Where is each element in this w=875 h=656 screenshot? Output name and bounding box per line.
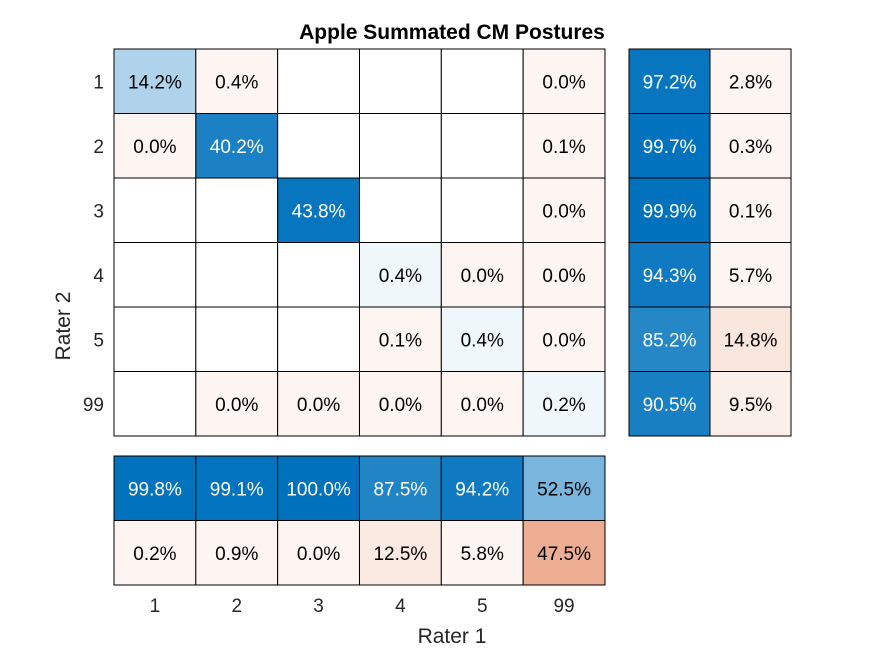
y-tick-label: 3 bbox=[93, 201, 104, 222]
matrix-cell-r3-c99-label: 0.0% bbox=[542, 201, 585, 222]
x-tick-label: 1 bbox=[150, 596, 161, 617]
matrix-cell-r2-c1-label: 0.0% bbox=[133, 137, 176, 158]
matrix-cell-r99-c3-label: 0.0% bbox=[297, 395, 340, 416]
column-summary-cell-c99-correct-label: 52.5% bbox=[537, 479, 591, 500]
matrix-cell-r99-c5-label: 0.0% bbox=[461, 395, 504, 416]
row-summary-cell-r99-incorrect-label: 9.5% bbox=[729, 395, 772, 416]
column-summary-cell-c1-incorrect-label: 0.2% bbox=[133, 544, 176, 565]
matrix-cell-r3-c1 bbox=[114, 178, 196, 243]
matrix-cell-r1-c4 bbox=[359, 49, 441, 114]
x-tick-label: 4 bbox=[395, 596, 406, 617]
column-summary-cell-c3-incorrect-label: 0.0% bbox=[297, 544, 340, 565]
x-axis-ticks: 1 2 3 4 5 99 bbox=[150, 596, 575, 617]
matrix-cell-r2-c4 bbox=[359, 114, 441, 179]
matrix-cell-r5-c1 bbox=[114, 307, 196, 372]
row-summary-cell-r3-incorrect-label: 0.1% bbox=[729, 201, 772, 222]
row-summary-cell-r4-incorrect-label: 5.7% bbox=[729, 266, 772, 287]
matrix-cell-r1-c3 bbox=[278, 49, 360, 114]
matrix-cell-r5-c3 bbox=[278, 307, 360, 372]
matrix-cell-r1-c5 bbox=[441, 49, 523, 114]
matrix-cell-r5-c99-label: 0.0% bbox=[542, 330, 585, 351]
matrix-cell-r99-c99-label: 0.2% bbox=[542, 395, 585, 416]
matrix-cell-r99-c2-label: 0.0% bbox=[215, 395, 258, 416]
matrix-cell-r2-c3 bbox=[278, 114, 360, 179]
y-axis-label: Rater 2 bbox=[52, 292, 75, 361]
matrix-cell-r4-c2 bbox=[196, 243, 278, 308]
matrix-cell-r5-c2 bbox=[196, 307, 278, 372]
matrix-cell-r4-c99-label: 0.0% bbox=[542, 266, 585, 287]
column-summary-cell-c5-correct-label: 94.2% bbox=[455, 479, 509, 500]
column-summary-cell-c3-correct-label: 100.0% bbox=[286, 479, 351, 500]
matrix-cell-r4-c3 bbox=[278, 243, 360, 308]
column-summary-cell-c99-incorrect-label: 47.5% bbox=[537, 544, 591, 565]
matrix-cell-r4-c5-label: 0.0% bbox=[461, 266, 504, 287]
y-tick-label: 5 bbox=[93, 330, 104, 351]
matrix-cell-r3-c2 bbox=[196, 178, 278, 243]
matrix-cell-r99-c4-label: 0.0% bbox=[379, 395, 422, 416]
row-summary-cell-r5-correct-label: 85.2% bbox=[643, 330, 697, 351]
column-summary: 99.8% 99.1% 100.0% 87.5% 94.2% 52.5% 0.2% 0.9% 0… bbox=[114, 456, 605, 585]
y-tick-label: 2 bbox=[93, 137, 104, 158]
chart-title: Apple Summated CM Postures bbox=[299, 21, 605, 44]
column-summary-cell-c1-correct-label: 99.8% bbox=[128, 479, 182, 500]
row-summary-cell-r99-correct-label: 90.5% bbox=[643, 395, 697, 416]
column-summary-cell-c2-incorrect-label: 0.9% bbox=[215, 544, 258, 565]
matrix-cell-r2-c2-label: 40.2% bbox=[210, 137, 264, 158]
x-tick-label: 3 bbox=[313, 596, 324, 617]
matrix-cell-r1-c2-label: 0.4% bbox=[215, 72, 258, 93]
matrix-cell-r2-c5 bbox=[441, 114, 523, 179]
row-summary-cell-r5-incorrect-label: 14.8% bbox=[724, 330, 778, 351]
x-tick-label: 5 bbox=[477, 596, 488, 617]
row-summary: 97.2% 2.8% 99.7% 0.3% 99.9% 0.1% 94.3% 5.7% 85.2… bbox=[629, 49, 791, 436]
column-summary-cell-c4-correct-label: 87.5% bbox=[373, 479, 427, 500]
row-summary-cell-r1-incorrect-label: 2.8% bbox=[729, 72, 772, 93]
matrix-cell-r4-c4-label: 0.4% bbox=[379, 266, 422, 287]
matrix-cell-r3-c5 bbox=[441, 178, 523, 243]
x-axis-label: Rater 1 bbox=[418, 625, 487, 648]
x-tick-label: 2 bbox=[231, 596, 242, 617]
matrix-cell-r2-c99-label: 0.1% bbox=[542, 137, 585, 158]
matrix-cell-r5-c5-label: 0.4% bbox=[461, 330, 504, 351]
column-summary-cell-c4-incorrect-label: 12.5% bbox=[373, 544, 427, 565]
matrix-cell-r3-c3-label: 43.8% bbox=[292, 201, 346, 222]
y-tick-label: 1 bbox=[93, 72, 104, 93]
y-tick-label: 4 bbox=[93, 266, 104, 287]
row-summary-cell-r3-correct-label: 99.9% bbox=[643, 201, 697, 222]
y-axis-ticks: 1 2 3 4 5 99 bbox=[83, 72, 105, 416]
matrix-cell-r99-c1 bbox=[114, 372, 196, 437]
confusion-matrix: 14.2% 0.4% 0.0% 0.0% 40.2% 0.1% 43.8% 0.0% 0.4% 0… bbox=[114, 49, 605, 436]
matrix-cell-r4-c1 bbox=[114, 243, 196, 308]
row-summary-cell-r4-correct-label: 94.3% bbox=[643, 266, 697, 287]
x-tick-label: 99 bbox=[553, 596, 574, 617]
matrix-cell-r5-c4-label: 0.1% bbox=[379, 330, 422, 351]
y-tick-label: 99 bbox=[83, 395, 104, 416]
matrix-cell-r1-c99-label: 0.0% bbox=[542, 72, 585, 93]
row-summary-cell-r2-correct-label: 99.7% bbox=[643, 137, 697, 158]
matrix-cell-r1-c1-label: 14.2% bbox=[128, 72, 182, 93]
column-summary-cell-c2-correct-label: 99.1% bbox=[210, 479, 264, 500]
column-summary-cell-c5-incorrect-label: 5.8% bbox=[461, 544, 504, 565]
matrix-cell-r3-c4 bbox=[359, 178, 441, 243]
row-summary-cell-r2-incorrect-label: 0.3% bbox=[729, 137, 772, 158]
row-summary-cell-r1-correct-label: 97.2% bbox=[643, 72, 697, 93]
